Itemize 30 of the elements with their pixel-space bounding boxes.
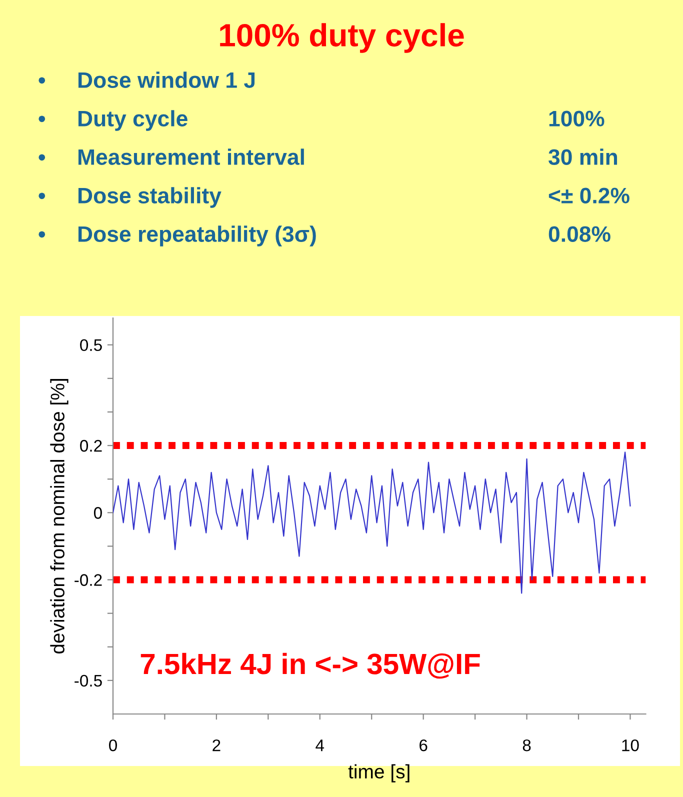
text: Duty cycle [78, 110, 188, 131]
text: • [38, 192, 46, 200]
y-tick-label: -0.2 [74, 574, 102, 586]
y-tick-label: 0.5 [80, 339, 102, 352]
line-series [113, 452, 631, 594]
text: • [38, 77, 46, 84]
text: 30 min [548, 148, 618, 165]
x-tick-label: 10 [622, 739, 639, 752]
annotation: 7.5kHz 4J in <-> 35W@IF [140, 652, 480, 679]
text: • [38, 116, 46, 122]
text: • [38, 154, 46, 161]
text: • [38, 231, 46, 238]
text: <± 0.2% [548, 188, 630, 204]
x-tick-label: 6 [420, 739, 428, 752]
y-tick-label: 0.2 [80, 440, 102, 452]
text: Dose repeatability (3σ) [78, 226, 316, 246]
y-axis-title: deviation from nominal dose [%] [50, 379, 68, 654]
text: Dose stability [78, 187, 222, 208]
x-tick-label: 0 [109, 739, 117, 752]
y-tick-label: -0.5 [74, 674, 102, 687]
x-tick-label: 8 [522, 739, 531, 752]
x-tick-label: 4 [316, 740, 324, 752]
text: 0.08% [548, 226, 610, 242]
chart-title: 100% duty cycle [220, 23, 464, 53]
x-tick-label: 2 [212, 739, 220, 752]
text: Dose window 1 J [78, 72, 255, 88]
x-axis-title: time [s] [348, 764, 410, 782]
text: 100% [549, 110, 604, 126]
text: Measurement interval [78, 148, 304, 165]
y-tick-label: 0 [94, 507, 102, 519]
